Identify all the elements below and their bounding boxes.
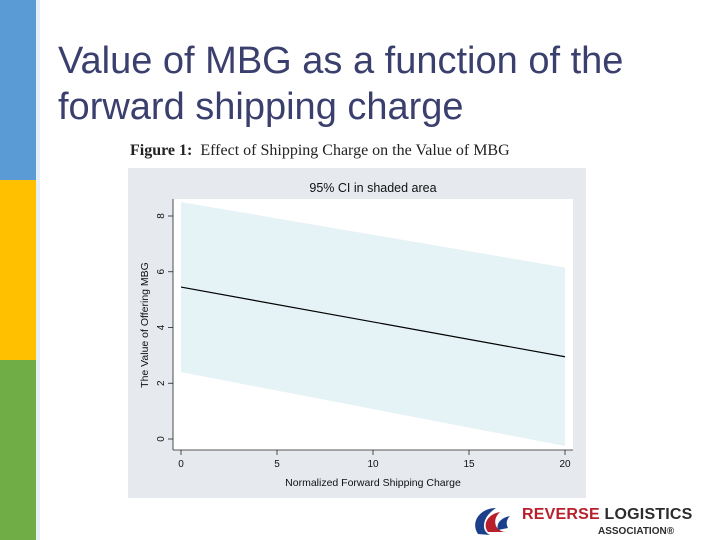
series-line — [180, 286, 566, 358]
x-axis-label: Normalized Forward Shipping Charge — [285, 477, 461, 489]
y-axis-label: The Value of Offering MBG — [139, 262, 151, 388]
chart-title: 95% CI in shaded area — [309, 181, 436, 195]
chart: 0 2 4 6 8 0 5 10 15 20 95% CI in shaded area Norm… — [139, 181, 573, 489]
logo-title: REVERSE LOGISTICS — [522, 506, 693, 524]
x-tick-label: 20 — [559, 459, 571, 470]
y-tick-label: 8 — [156, 213, 167, 219]
x-tick-label: 15 — [463, 459, 475, 470]
figure-caption: Figure 1: Effect of Shipping Charge on th… — [130, 142, 600, 160]
figure-caption-text: Effect of Shipping Charge on the Value o… — [200, 142, 510, 159]
figure-number: Figure 1: — [130, 142, 193, 159]
accent-bar-blue — [0, 0, 36, 180]
y-tick-label: 6 — [156, 269, 167, 275]
y-tick-label: 4 — [156, 324, 167, 330]
x-tick-label: 5 — [274, 459, 280, 470]
accent-divider — [36, 0, 40, 540]
ci-band — [181, 202, 565, 446]
y-tick-label: 2 — [156, 380, 167, 386]
x-tick-label: 10 — [367, 459, 379, 470]
y-tick-label: 0 — [156, 436, 167, 442]
logo-subtitle: ASSOCIATION® — [598, 526, 675, 537]
accent-bar-yellow — [0, 180, 36, 360]
chart-panel: 0 2 4 6 8 0 5 10 15 20 95% CI in shaded area Norm… — [128, 168, 586, 498]
logo-word-reverse: REVERSE — [522, 506, 600, 523]
rla-swirl-logo-icon — [475, 508, 510, 535]
x-tick-label: 0 — [178, 459, 184, 470]
reverse-logistics-logo: REVERSE LOGISTICS ASSOCIATION® — [470, 500, 710, 540]
logo-word-logistics: LOGISTICS — [604, 506, 693, 523]
accent-bar-green — [0, 360, 36, 540]
slide-title: Value of MBG as a function of the forwar… — [58, 40, 624, 128]
